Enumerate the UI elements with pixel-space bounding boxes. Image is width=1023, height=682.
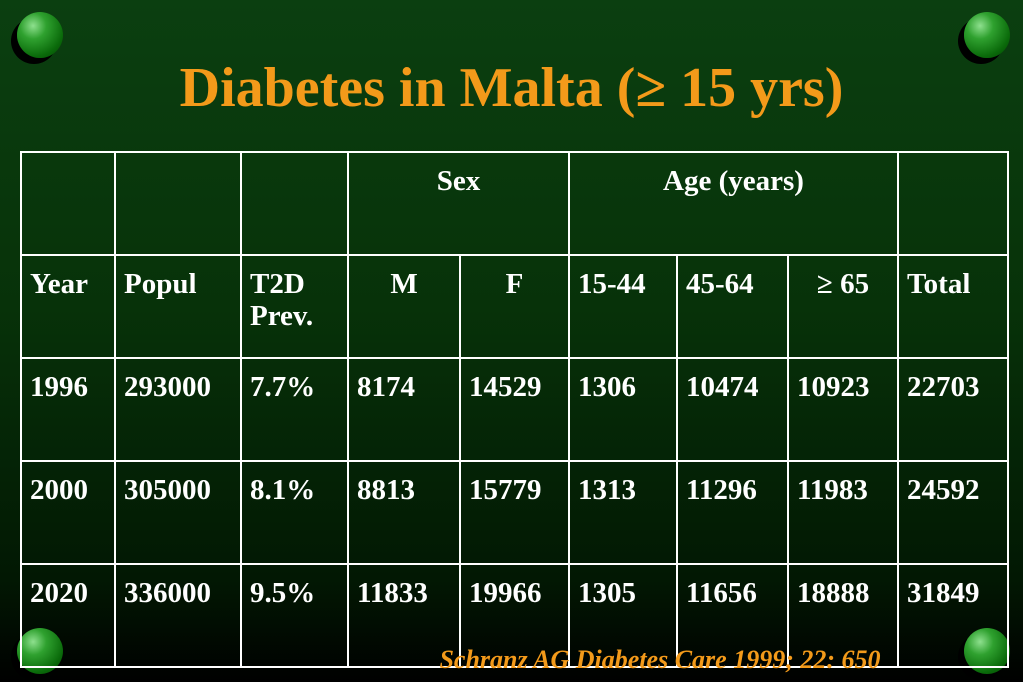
column-header-row: Year Popul T2D Prev. M F 15-44 45-64 ≥ 65… [20,254,1009,359]
cell-female: 19966 [459,563,570,668]
header-popul: Popul [114,254,242,359]
cell-total: 22703 [897,357,1009,462]
header-total: Total [897,254,1009,359]
header-t2d-line1: T2D [250,268,305,300]
cell-t2d-prev: 9.5% [240,563,349,668]
citation: Schranz AG Diabetes Care 1999; 22: 650 [439,645,881,674]
sex-group-header: Sex [347,151,570,256]
header-t2d-prev: T2D Prev. [240,254,349,359]
empty-header-cell [897,151,1009,256]
cell-total: 31849 [897,563,1009,668]
header-age-65-plus: ≥ 65 [787,254,899,359]
header-age-15-44: 15-44 [568,254,678,359]
cell-male: 11833 [347,563,461,668]
cell-popul: 336000 [114,563,242,668]
cell-age-65-plus: 11983 [787,460,899,565]
cell-age-15-44: 1313 [568,460,678,565]
cell-popul: 293000 [114,357,242,462]
cell-male: 8813 [347,460,461,565]
cell-year: 2020 [20,563,116,668]
cell-age-65-plus: 10923 [787,357,899,462]
header-t2d-line2: Prev. [250,300,314,332]
green-bullet-icon [964,12,1010,58]
diabetes-table: Sex Age (years) Year Popul T2D Prev. M F … [20,151,1009,668]
empty-header-cell [114,151,242,256]
cell-female: 14529 [459,357,570,462]
age-group-header: Age (years) [568,151,899,256]
cell-t2d-prev: 8.1% [240,460,349,565]
cell-age-45-64: 10474 [676,357,789,462]
slide-title: Diabetes in Malta (≥ 15 yrs) [179,57,844,119]
header-male: M [347,254,461,359]
cell-female: 15779 [459,460,570,565]
cell-total: 24592 [897,460,1009,565]
table-row: 2000 305000 8.1% 8813 15779 1313 11296 1… [20,460,1009,565]
group-header-row: Sex Age (years) [20,151,1009,256]
cell-popul: 305000 [114,460,242,565]
cell-age-15-44: 1306 [568,357,678,462]
empty-header-cell [20,151,116,256]
cell-age-45-64: 11296 [676,460,789,565]
cell-age-65-plus: 18888 [787,563,899,668]
header-age-45-64: 45-64 [676,254,789,359]
green-bullet-icon [17,12,63,58]
header-female: F [459,254,570,359]
header-year: Year [20,254,116,359]
cell-age-15-44: 1305 [568,563,678,668]
cell-year: 2000 [20,460,116,565]
table-row: 2020 336000 9.5% 11833 19966 1305 11656 … [20,563,1009,668]
empty-header-cell [240,151,349,256]
cell-age-45-64: 11656 [676,563,789,668]
cell-t2d-prev: 7.7% [240,357,349,462]
cell-male: 8174 [347,357,461,462]
table-row: 1996 293000 7.7% 8174 14529 1306 10474 1… [20,357,1009,462]
cell-year: 1996 [20,357,116,462]
